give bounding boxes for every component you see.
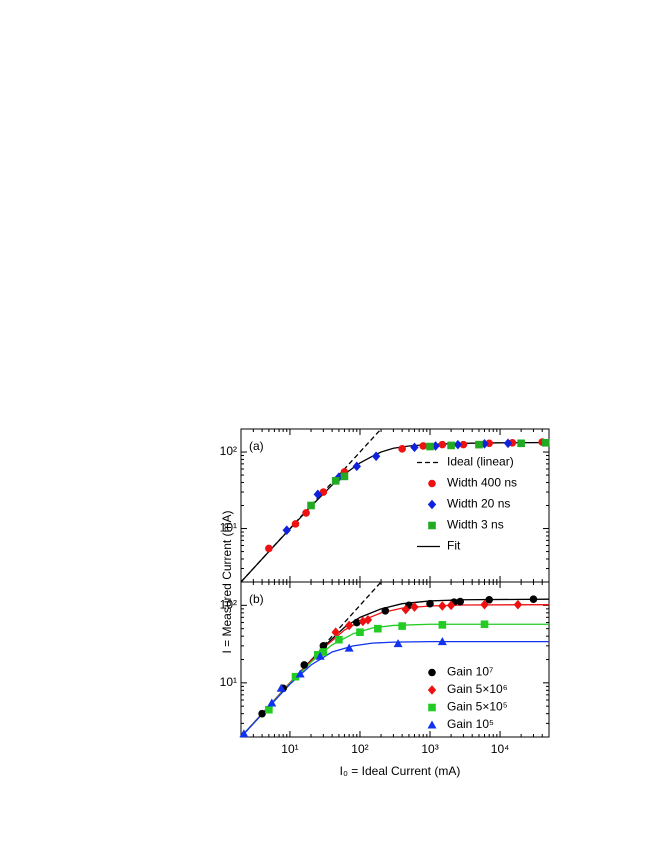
legend-label: Gain 5×10⁵ — [447, 700, 508, 714]
marker — [352, 461, 361, 472]
y-tick-label: 10² — [220, 598, 237, 612]
legend-label: Width 3 ns — [447, 518, 504, 532]
marker — [453, 439, 463, 450]
x-tick-label: 10³ — [421, 742, 438, 756]
x-axis-label: I₀ = Ideal Current (mA) — [340, 764, 461, 778]
marker — [314, 650, 322, 659]
panel-label: (b) — [249, 592, 264, 606]
marker — [438, 601, 447, 611]
legend-marker — [427, 720, 437, 729]
marker — [447, 441, 455, 450]
y-axis-label: I = Measured Current (mA) — [220, 510, 234, 653]
marker — [267, 698, 277, 707]
legend-marker — [428, 703, 436, 712]
marker — [438, 440, 447, 449]
marker — [331, 627, 340, 638]
legend-marker — [428, 668, 436, 677]
marker — [480, 620, 489, 629]
marker — [276, 683, 286, 692]
marker — [437, 637, 447, 646]
marker — [480, 599, 489, 610]
marker — [295, 669, 305, 678]
marker — [513, 599, 523, 610]
marker — [265, 544, 273, 553]
marker — [393, 639, 403, 648]
marker — [381, 606, 390, 615]
legend-marker — [428, 479, 436, 488]
legend-label: Ideal (linear) — [447, 455, 514, 469]
marker — [315, 651, 325, 660]
marker — [410, 442, 419, 453]
marker — [446, 600, 456, 611]
marker — [475, 440, 483, 449]
marker — [291, 672, 300, 681]
marker — [265, 705, 273, 714]
legend-marker — [428, 521, 436, 530]
legend-label: Width 20 ns — [447, 497, 510, 511]
plot-area — [241, 582, 549, 737]
marker — [398, 622, 406, 630]
marker — [529, 595, 538, 603]
marker — [313, 489, 323, 500]
marker — [517, 439, 525, 448]
legend-label: Gain 10⁵ — [447, 717, 494, 731]
legend-label: Gain 10⁷ — [447, 665, 493, 679]
marker — [258, 709, 266, 718]
marker — [300, 661, 309, 669]
marker — [363, 615, 373, 625]
legend-marker — [427, 499, 437, 510]
line — [322, 582, 382, 647]
marker — [485, 595, 494, 604]
marker — [541, 439, 550, 447]
marker — [307, 501, 315, 510]
marker — [331, 477, 340, 485]
legend-label: Fit — [447, 539, 461, 553]
legend-label: Gain 5×10⁶ — [447, 682, 508, 696]
marker — [282, 525, 291, 536]
marker — [503, 438, 513, 449]
marker — [371, 451, 381, 462]
x-tick-label: 10² — [351, 742, 368, 756]
y-tick-label: 10¹ — [220, 521, 237, 535]
marker — [426, 442, 434, 451]
marker — [319, 642, 328, 650]
marker — [401, 604, 410, 615]
legend-marker — [427, 685, 437, 695]
line — [241, 598, 549, 737]
marker — [340, 472, 349, 481]
y-tick-label: 10² — [220, 444, 237, 458]
x-tick-label: 10⁴ — [491, 742, 510, 756]
marker — [302, 509, 310, 517]
panel-label: (a) — [249, 439, 264, 453]
marker — [352, 618, 361, 627]
marker — [438, 621, 447, 629]
marker — [239, 729, 249, 738]
marker — [459, 440, 468, 449]
marker — [356, 628, 364, 637]
marker — [374, 624, 382, 633]
marker — [419, 442, 428, 450]
marker — [410, 602, 419, 612]
marker — [291, 520, 300, 528]
marker — [426, 599, 434, 608]
marker — [456, 597, 465, 606]
x-tick-label: 10¹ — [281, 742, 298, 756]
marker — [398, 445, 406, 453]
y-tick-label: 10¹ — [220, 675, 237, 689]
marker — [344, 620, 354, 631]
marker — [335, 635, 343, 644]
marker — [344, 643, 354, 652]
legend-label: Width 400 ns — [447, 476, 517, 490]
marker — [319, 648, 328, 656]
